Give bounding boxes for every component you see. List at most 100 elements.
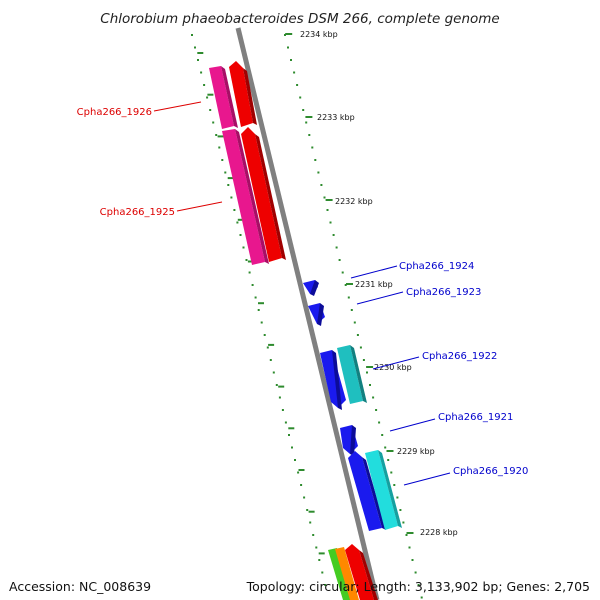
ruler-dash <box>268 343 275 346</box>
ruler-dot <box>405 534 408 536</box>
gene-cpha266-1920[interactable]: Cpha266_1920 <box>348 450 528 531</box>
ruler-dot <box>287 46 289 49</box>
gene-label-1922[interactable]: Cpha266_1922 <box>422 351 497 362</box>
ruler-dot <box>272 371 275 374</box>
gene-1925-inner[interactable] <box>241 127 282 262</box>
ruler-dash <box>288 427 295 430</box>
bottom-gene-orange[interactable] <box>335 547 359 600</box>
tick-2231: 2231 kbp <box>355 280 393 289</box>
gene-label-1925[interactable]: Cpha266_1925 <box>100 207 175 218</box>
gene-label-1921[interactable]: Cpha266_1921 <box>438 412 513 423</box>
gene-1922-outer-side <box>350 345 367 403</box>
gene-1926-inner[interactable] <box>229 61 253 127</box>
ruler-dot <box>356 334 359 336</box>
topology-summary: Topology: circular; Length: 3,133,902 bp… <box>246 579 590 594</box>
ruler-dot <box>257 309 260 311</box>
ruler-dot <box>284 34 286 36</box>
ruler-tick-dash <box>285 33 293 35</box>
gene-1925-outer[interactable] <box>222 129 265 265</box>
svg-text:2228 kbp: 2228 kbp <box>420 528 458 537</box>
gene-1926-inner-side <box>243 68 257 125</box>
ruler-dot <box>194 46 196 49</box>
ruler-dot <box>284 421 287 424</box>
ruler-dot <box>290 59 292 61</box>
ruler-dot <box>375 409 378 411</box>
gene-1922-outer[interactable] <box>337 345 363 404</box>
label-leader-1921 <box>389 418 436 432</box>
ruler-dot <box>254 296 257 299</box>
svg-text:2232 kbp: 2232 kbp <box>335 197 373 206</box>
gene-1920-outer-side <box>378 450 402 528</box>
tick-2234: 2234 kbp <box>300 30 338 39</box>
gene-label-1924[interactable]: Cpha266_1924 <box>399 261 474 272</box>
gene-1921-side <box>350 425 356 456</box>
ruler-dot <box>212 121 215 124</box>
ruler-dot <box>278 396 281 399</box>
bottom-gene-cluster[interactable] <box>328 544 378 600</box>
gene-1926-outer[interactable] <box>209 66 234 129</box>
gene-cpha266-1923[interactable]: Cpha266_1923 <box>308 287 481 326</box>
gene-label-1920[interactable]: Cpha266_1920 <box>453 466 528 477</box>
ruler-dot <box>335 246 338 249</box>
ruler-dot <box>332 234 335 236</box>
gene-label-1926[interactable]: Cpha266_1926 <box>77 107 152 118</box>
ruler-dot <box>218 146 221 149</box>
gene-cpha266-1922[interactable]: Cpha266_1922 <box>320 345 497 410</box>
ruler-dot <box>291 446 293 449</box>
gene-1920-outer[interactable] <box>365 450 398 530</box>
ruler-dot <box>224 171 227 174</box>
ruler-dot <box>366 371 368 374</box>
ruler-dot <box>275 384 278 386</box>
tick-2232: 2232 kbp <box>335 197 373 206</box>
ruler-dot <box>299 96 302 99</box>
ruler-dot <box>315 546 318 549</box>
gene-label-1923[interactable]: Cpha266_1923 <box>406 287 481 298</box>
gene-cpha266-1921[interactable]: Cpha266_1921 <box>340 412 513 456</box>
gene-1922-inner-side <box>332 350 342 410</box>
gene-1920-inner-side <box>362 457 386 530</box>
ruler-dot <box>314 159 317 161</box>
gene-cpha266-1925[interactable]: Cpha266_1925 <box>100 127 286 265</box>
label-leader-1926 <box>153 101 202 112</box>
gene-cpha266-1924[interactable]: Cpha266_1924 <box>303 261 474 296</box>
ruler-dot <box>209 109 212 111</box>
gene-1920-inner[interactable] <box>348 451 382 531</box>
bottom-gene-red[interactable] <box>345 544 374 600</box>
ruler-dot <box>233 209 236 211</box>
ruler-dot <box>372 396 375 399</box>
ruler-dot <box>245 259 248 261</box>
ruler-tick-dash <box>325 199 333 201</box>
ruler-dot <box>236 221 239 224</box>
ruler-dot <box>200 71 203 74</box>
ruler-tick-dash <box>305 116 313 118</box>
ruler-dot <box>347 296 350 299</box>
label-leader-1923 <box>356 291 404 305</box>
genome-title: Chlorobium phaeobacteroides DSM 266, com… <box>100 11 499 27</box>
ruler-dash <box>217 135 224 138</box>
label-leader-1920 <box>403 472 451 486</box>
tick-2233: 2233 kbp <box>317 113 355 122</box>
ruler-dot <box>381 434 384 436</box>
ruler-dot <box>263 334 266 336</box>
ruler-dot <box>296 84 299 86</box>
tick-2229: 2229 kbp <box>397 447 435 456</box>
bottom-gene-green[interactable] <box>328 548 352 600</box>
ruler-tick-dash <box>346 283 353 285</box>
ruler-tick-dash <box>366 366 374 368</box>
ruler-dot <box>387 459 390 461</box>
ruler-dot <box>311 146 314 149</box>
ruler-dot <box>414 571 417 574</box>
ruler-dot <box>293 71 296 74</box>
ruler-dot <box>242 246 245 249</box>
ruler-dot <box>203 84 206 86</box>
ruler-dot <box>384 446 387 449</box>
gene-cpha266-1926[interactable]: Cpha266_1926 <box>77 61 257 129</box>
gene-1926-outer-side <box>221 66 238 128</box>
ruler-dot <box>321 571 324 574</box>
ruler-dot <box>251 284 254 286</box>
ruler-dot <box>260 321 263 324</box>
ruler-dot <box>408 546 411 549</box>
ruler-dot <box>362 359 365 361</box>
ruler-dots <box>191 33 423 599</box>
